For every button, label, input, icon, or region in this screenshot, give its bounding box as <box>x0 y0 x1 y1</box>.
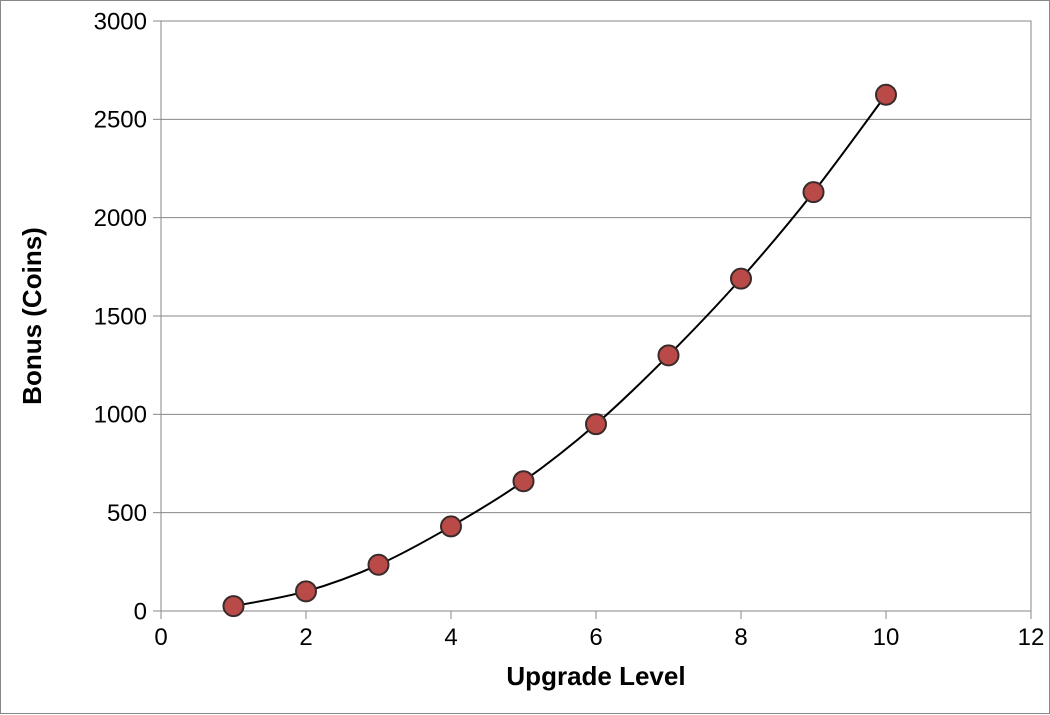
x-tick-label: 12 <box>1018 624 1045 651</box>
data-point <box>224 596 244 616</box>
data-point <box>804 182 824 202</box>
x-tick-label: 4 <box>444 624 457 651</box>
y-tick-label: 2000 <box>94 205 147 232</box>
x-axis-label: Upgrade Level <box>506 661 685 691</box>
y-tick-label: 1000 <box>94 402 147 429</box>
data-point <box>731 269 751 289</box>
data-point <box>586 414 606 434</box>
x-tick-label: 2 <box>299 624 312 651</box>
y-tick-label: 3000 <box>94 8 147 35</box>
data-point <box>296 581 316 601</box>
y-tick-label: 500 <box>107 500 147 527</box>
chart-frame: 0 2 4 6 8 10 12 0 500 1000 1500 2000 2500 3000 Upgrade… <box>0 0 1050 714</box>
y-tick-label: 0 <box>134 598 147 625</box>
data-point <box>659 345 679 365</box>
x-tick-label: 8 <box>734 624 747 651</box>
x-tick-label: 0 <box>154 624 167 651</box>
data-point <box>514 471 534 491</box>
chart-svg: 0 2 4 6 8 10 12 0 500 1000 1500 2000 2500 3000 Upgrade… <box>1 1 1050 715</box>
data-point <box>369 555 389 575</box>
y-axis-label: Bonus (Coins) <box>17 227 47 405</box>
y-tick-label: 1500 <box>94 303 147 330</box>
data-point <box>441 516 461 536</box>
trendline <box>234 95 887 606</box>
data-point <box>876 85 896 105</box>
y-tick-label: 2500 <box>94 107 147 134</box>
x-tick-label: 6 <box>589 624 602 651</box>
x-tick-label: 10 <box>873 624 900 651</box>
